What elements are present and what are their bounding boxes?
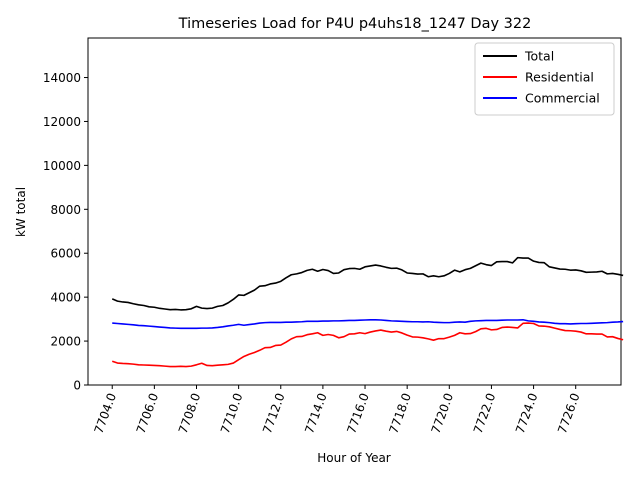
x-tick-label: 7708.0 [176,391,204,435]
legend: Total Residential Commercial [474,42,615,116]
chart-title: Timeseries Load for P4U p4uhs18_1247 Day… [178,16,532,32]
y-tick-label: 12000 [43,115,81,129]
x-tick-label: 7706.0 [134,391,162,435]
x-tick-label: 7724.0 [513,391,541,435]
y-tick-label: 2000 [50,335,81,349]
series-line-total [111,256,624,311]
legend-label-commercial: Commercial [525,91,600,106]
x-tick-label: 7712.0 [260,391,288,435]
x-axis: 7704.0 7706.0 7708.0 7710.0 7712.0 7714.0 7716… [92,385,583,435]
x-tick-label: 7714.0 [302,391,330,435]
x-tick-label: 7716.0 [344,391,372,435]
x-tick-label: 7720.0 [429,391,457,435]
y-tick-label: 0 [73,379,81,393]
y-axis-title: kW total [14,187,28,237]
x-tick-label: 7726.0 [555,391,583,435]
y-tick-label: 4000 [50,291,81,305]
legend-label-residential: Residential [525,70,594,85]
series-line-residential [111,322,624,368]
y-axis: 0 2000 4000 6000 8000 10000 12000 14000 [43,71,88,393]
x-tick-label: 7718.0 [386,391,414,435]
y-tick-label: 10000 [43,159,81,173]
x-tick-label: 7704.0 [92,391,120,435]
y-tick-label: 6000 [50,247,81,261]
x-tick-label: 7722.0 [471,391,499,435]
x-axis-title: Hour of Year [317,451,391,465]
series-line-commercial [112,318,624,330]
y-tick-label: 14000 [43,71,81,85]
series-layer [111,256,624,368]
legend-label-total: Total [524,49,554,64]
y-tick-label: 8000 [50,203,81,217]
x-tick-label: 7710.0 [218,391,246,435]
